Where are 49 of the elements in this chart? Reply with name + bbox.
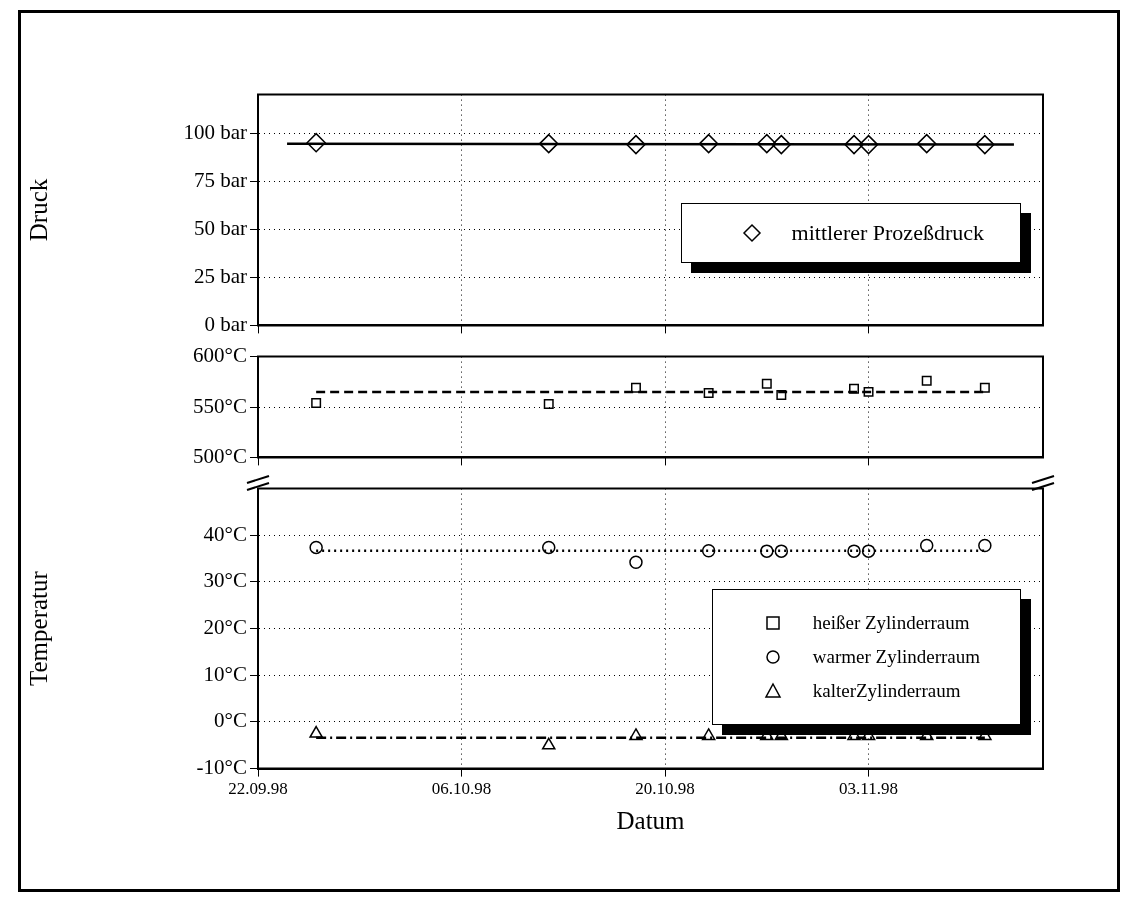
point xyxy=(776,389,787,400)
legend-label: warmer Zylinderraum xyxy=(812,645,980,668)
point xyxy=(701,543,716,558)
y-tick-label: 25 bar xyxy=(193,263,247,288)
point xyxy=(921,375,932,386)
point xyxy=(309,540,323,555)
legend-label: mittlerer Prozeßdruck xyxy=(791,220,984,247)
y-tick-label: 0 bar xyxy=(204,311,247,336)
x-tick-label: 03.11.98 xyxy=(839,779,898,799)
x-tick-label: 06.10.98 xyxy=(431,779,492,799)
y-tick-label: 30°C xyxy=(203,568,247,593)
legend-label: kalterZylinderraum xyxy=(812,679,961,702)
point xyxy=(630,382,641,393)
point xyxy=(543,398,554,409)
point xyxy=(774,544,789,558)
y-tick-label: 20°C xyxy=(203,615,247,640)
text: heißer Zylinderraum xyxy=(812,611,970,633)
point xyxy=(861,544,876,558)
x-tick-label: 22.09.98 xyxy=(228,779,288,799)
point xyxy=(311,397,322,408)
y-tick-label: 500°C xyxy=(193,443,247,468)
point xyxy=(629,555,643,570)
point xyxy=(919,538,934,553)
y-axis-title: Temperatur xyxy=(24,570,52,687)
y-tick-label: 600°C xyxy=(193,343,247,368)
point xyxy=(703,387,714,398)
point xyxy=(978,538,992,553)
y-tick-label: 0°C xyxy=(214,708,247,733)
y-tick-label: 50 bar xyxy=(193,215,247,240)
y-tick-label: 75 bar xyxy=(193,167,247,192)
y-axis-title: Druck xyxy=(24,178,52,242)
x-axis-title: Datum xyxy=(616,806,686,834)
point xyxy=(979,382,990,393)
point xyxy=(761,378,772,389)
point xyxy=(309,725,323,738)
y-tick-label: 10°C xyxy=(203,661,247,686)
point xyxy=(849,383,860,394)
x-tick-label: 20.10.98 xyxy=(635,779,695,799)
y-tick-label: 550°C xyxy=(193,393,247,418)
y-tick-label: 40°C xyxy=(203,521,247,546)
point xyxy=(629,728,643,741)
point xyxy=(541,540,556,555)
point xyxy=(541,737,556,750)
point xyxy=(701,728,716,741)
point xyxy=(847,544,861,558)
y-tick-label: -10°C xyxy=(196,755,247,780)
point xyxy=(863,386,874,397)
point xyxy=(760,544,774,558)
y-tick-label: 100 bar xyxy=(183,119,247,144)
